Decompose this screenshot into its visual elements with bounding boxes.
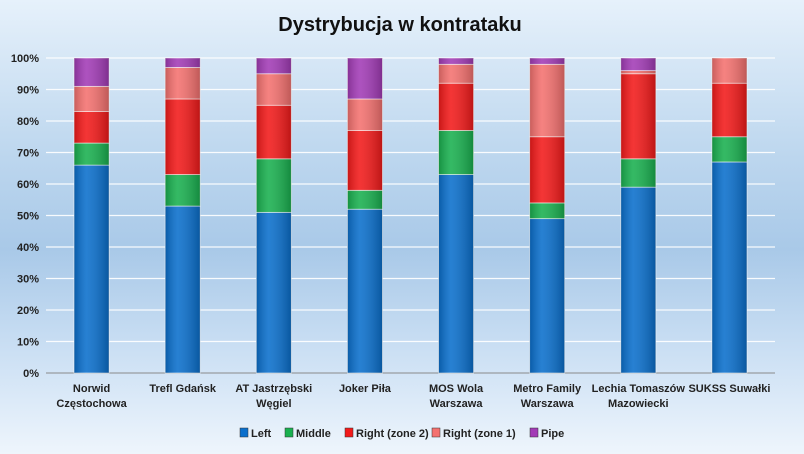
bar-segment-sheen	[711, 136, 747, 162]
x-tick-label: Mazowiecki	[608, 398, 669, 410]
y-tick-label: 90%	[17, 85, 39, 97]
legend-item: Pipe	[529, 427, 564, 440]
x-tick-label: Lechia Tomaszów	[592, 383, 686, 395]
x-axis-ticks: Norwid Częstochowa Trefl Gdańsk AT Jastrzęb…	[56, 383, 770, 410]
bar-segment-sheen	[620, 70, 656, 74]
bar-stack	[711, 57, 748, 374]
bar-segment-sheen	[165, 67, 201, 99]
legend: Left Middle Right (zone 2) Right (zone 1) Pi…	[239, 427, 564, 440]
bar-segment-sheen	[74, 58, 110, 87]
legend-item: Right (zone 1)	[431, 427, 516, 440]
y-tick-label: 80%	[17, 116, 39, 128]
x-tick-label: Metro Family	[513, 383, 582, 395]
bar-segment-sheen	[165, 174, 201, 207]
bar-stack	[620, 57, 657, 374]
x-tick-label: Węgiel	[256, 398, 291, 410]
y-tick-label: 0%	[23, 368, 39, 380]
bar-segment-sheen	[74, 86, 110, 112]
legend-label: Right (zone 2)	[356, 428, 429, 440]
bar-segment-sheen	[620, 187, 656, 373]
bar-segment-sheen	[529, 218, 565, 373]
bar-segment-sheen	[347, 130, 383, 191]
x-tick-label: Norwid	[73, 383, 110, 395]
bar-segment-sheen	[711, 58, 747, 84]
bar-stack	[529, 57, 566, 374]
y-tick-label: 20%	[17, 305, 39, 317]
y-tick-label: 70%	[17, 148, 39, 160]
bar-segment-sheen	[165, 98, 201, 175]
bar-segment-sheen	[347, 209, 383, 373]
bar-segment-sheen	[438, 83, 474, 131]
bar-stack	[164, 57, 201, 374]
legend-swatch	[344, 427, 354, 438]
bar-segment-sheen	[256, 158, 292, 213]
x-tick-label: Warszawa	[521, 398, 575, 410]
legend-swatch	[284, 427, 294, 438]
y-tick-label: 10%	[17, 337, 39, 349]
bar-segment-sheen	[711, 161, 747, 373]
legend-label: Pipe	[541, 428, 564, 440]
grid-lines	[46, 57, 775, 374]
chart-title: Dystrybucja w kontrataku	[278, 14, 521, 36]
y-axis-ticks: 0% 10% 20% 30% 40% 50% 60% 70% 80% 90% 100%	[11, 53, 39, 380]
legend-item: Middle	[284, 427, 331, 440]
x-tick-label: MOS Wola	[429, 383, 484, 395]
bar-segment-sheen	[74, 143, 110, 166]
bar-segment-sheen	[74, 165, 110, 373]
legend-swatch	[431, 427, 441, 438]
bar-segment-sheen	[529, 64, 565, 137]
bar-stack	[255, 57, 292, 374]
x-tick-label: Joker Piła	[339, 383, 392, 395]
bar-segment-sheen	[74, 111, 110, 144]
bar-segment-sheen	[256, 58, 292, 74]
bar-segment-sheen	[165, 206, 201, 373]
y-tick-label: 50%	[17, 211, 39, 223]
legend-swatch	[529, 427, 539, 438]
bar-stack	[438, 57, 474, 374]
bar-segment-sheen	[438, 130, 474, 175]
legend-swatch	[239, 427, 249, 438]
bar-segment-sheen	[438, 64, 474, 84]
legend-label: Left	[251, 428, 272, 440]
bar-segment-sheen	[347, 58, 383, 99]
x-tick-label: Warszawa	[430, 398, 484, 410]
bar-stack	[347, 57, 383, 374]
bar-segment-sheen	[438, 174, 474, 373]
x-tick-label: Częstochowa	[56, 398, 127, 410]
bar-segment-sheen	[529, 202, 565, 219]
bar-segment-sheen	[347, 98, 383, 131]
y-tick-label: 100%	[11, 53, 39, 65]
bar-segment-sheen	[256, 212, 292, 373]
legend-label: Right (zone 1)	[443, 428, 516, 440]
bar-segment-sheen	[620, 58, 656, 71]
bar-segment-sheen	[620, 73, 656, 159]
y-tick-label: 60%	[17, 179, 39, 191]
bar-segment-sheen	[711, 83, 747, 137]
bar-segment-sheen	[165, 58, 201, 68]
bar-segment-sheen	[347, 190, 383, 210]
bar-segment-sheen	[256, 73, 292, 106]
bar-stack	[73, 57, 110, 374]
y-tick-label: 30%	[17, 274, 39, 286]
legend-item: Right (zone 2)	[344, 427, 429, 440]
bar-segment-sheen	[620, 158, 656, 188]
x-tick-label: AT Jastrzębski	[235, 383, 312, 395]
x-tick-label: Trefl Gdańsk	[149, 383, 217, 395]
bar-segment-sheen	[256, 105, 292, 159]
bars	[73, 57, 748, 374]
y-tick-label: 40%	[17, 242, 39, 254]
bar-segment-sheen	[529, 58, 565, 65]
bar-segment-sheen	[529, 136, 565, 203]
legend-label: Middle	[296, 428, 331, 440]
legend-item: Left	[239, 427, 272, 440]
bar-segment-sheen	[438, 58, 474, 65]
x-tick-label: SUKSS Suwałki	[688, 383, 770, 395]
